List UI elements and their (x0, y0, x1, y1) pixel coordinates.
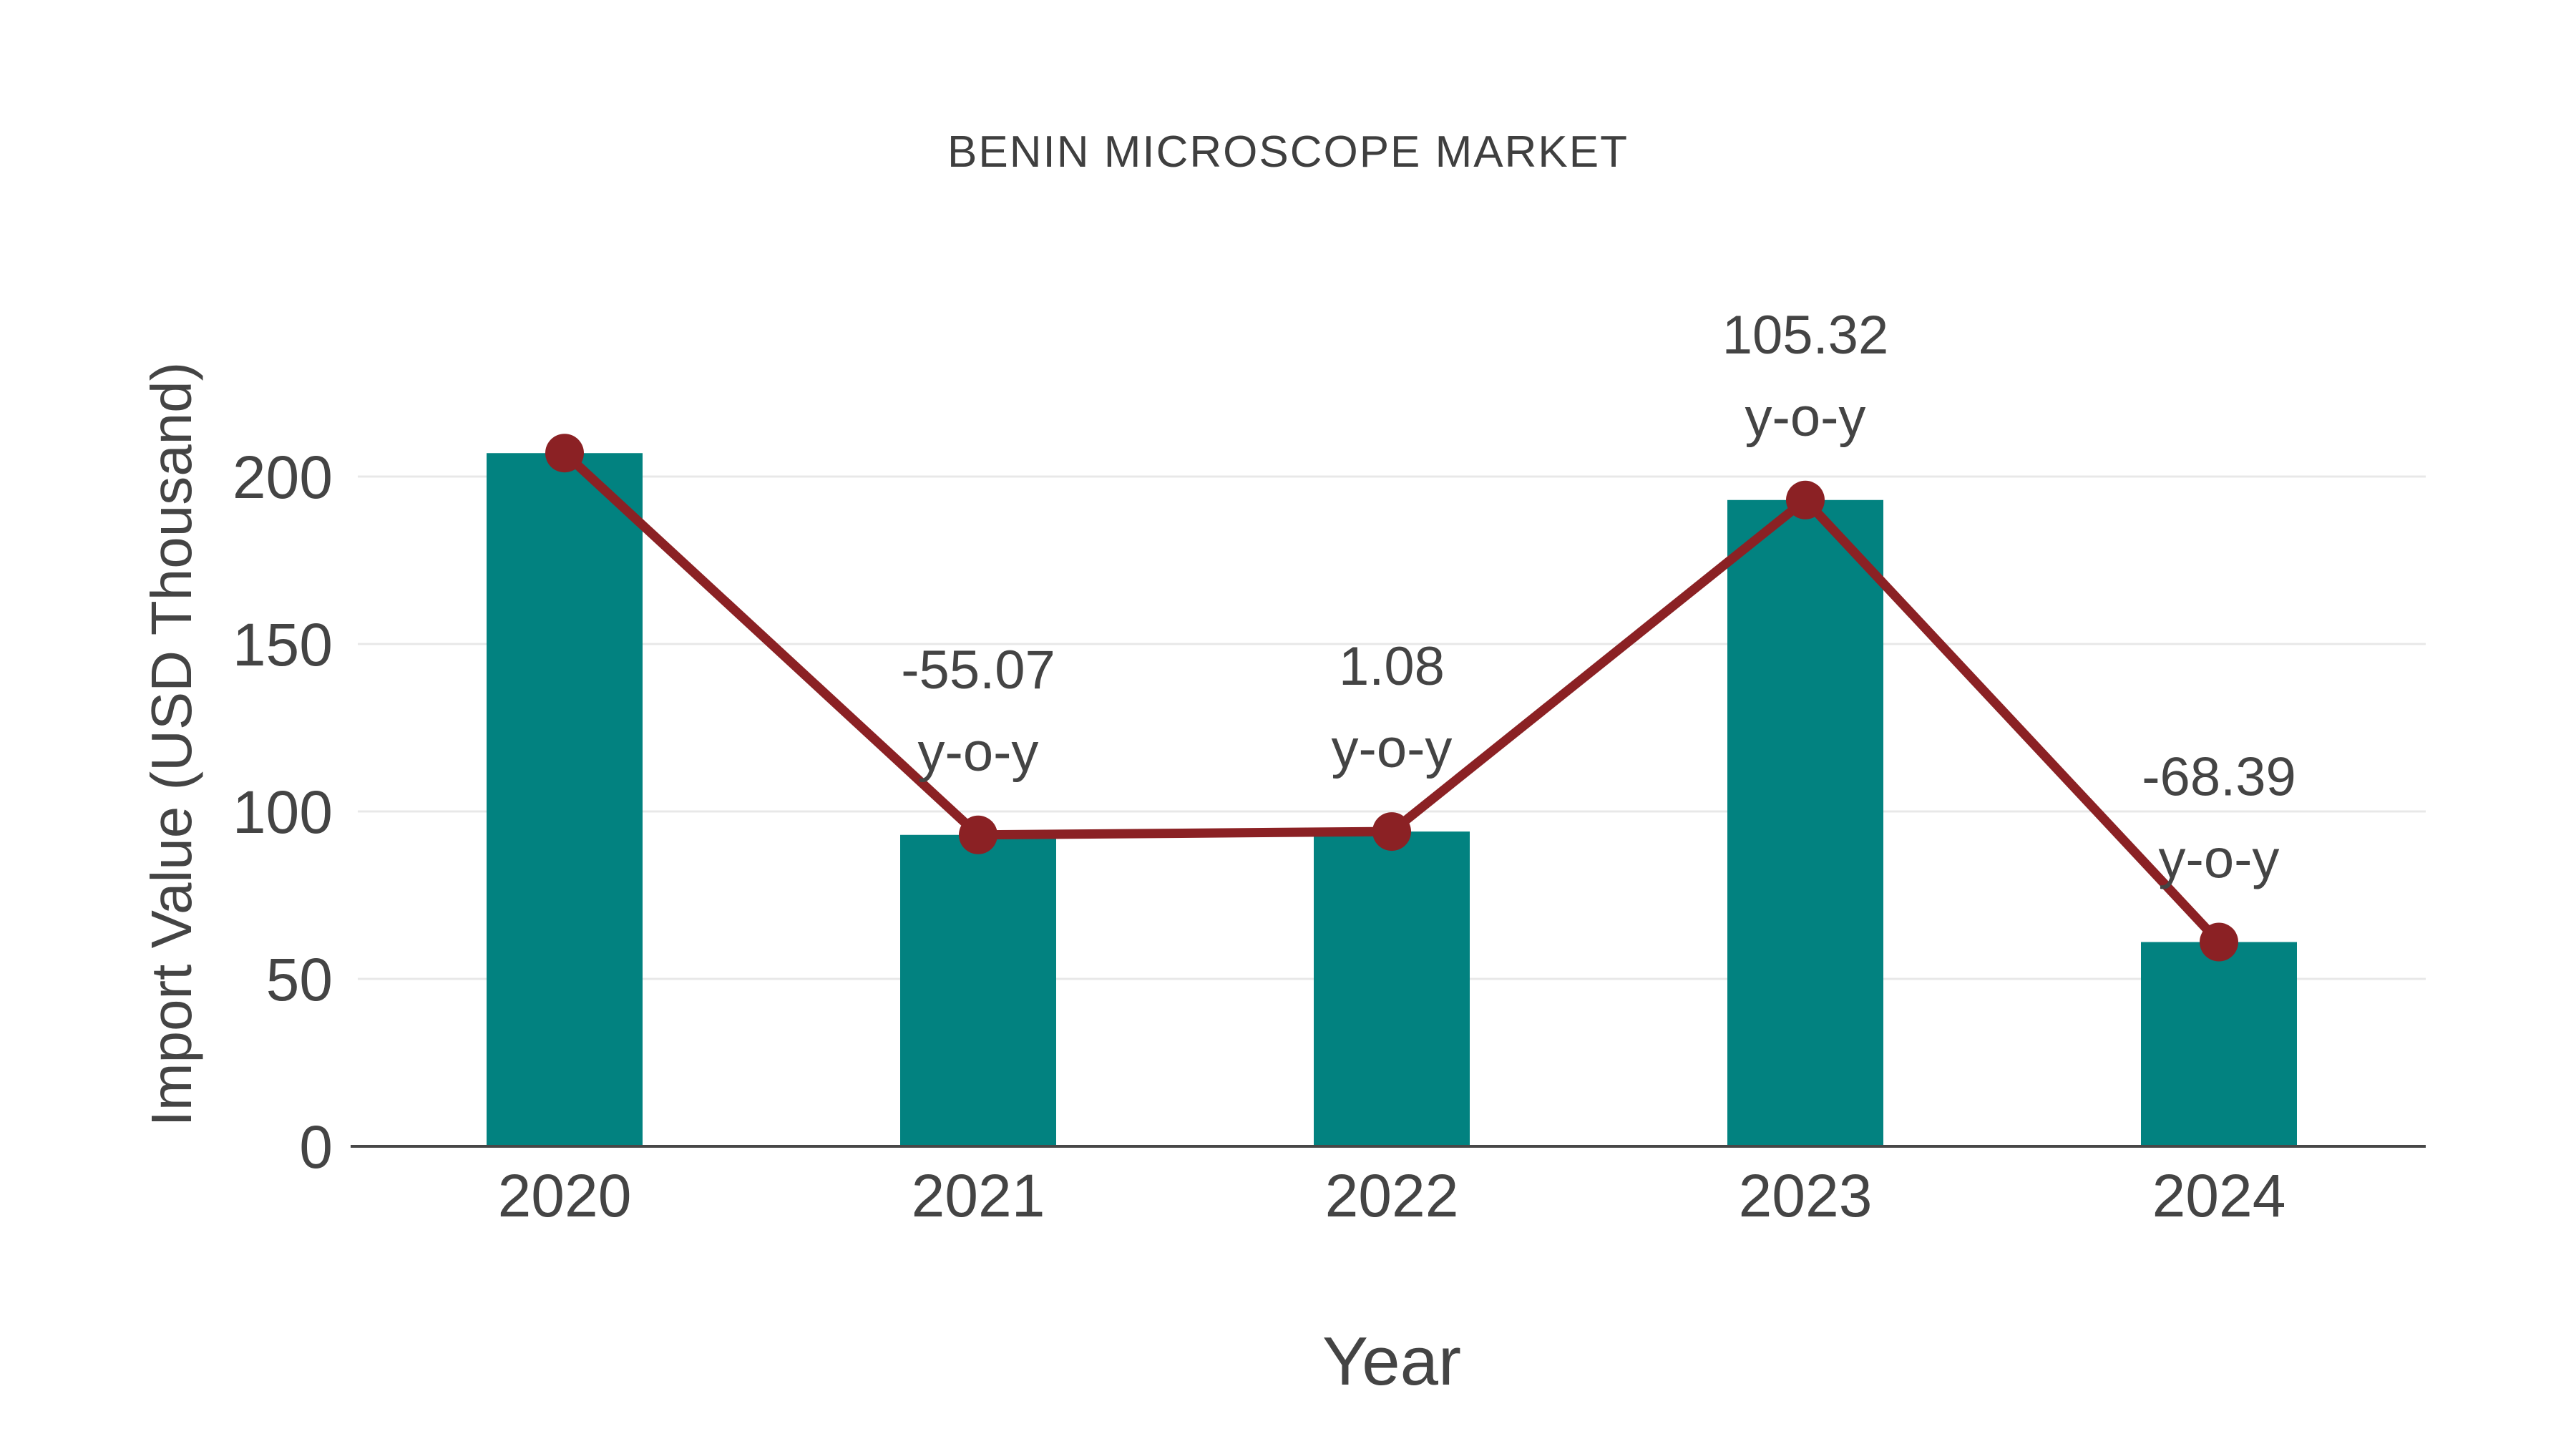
bar-2021 (900, 834, 1056, 1146)
annotation-value-2021: -55.07 (901, 640, 1055, 701)
bar-2022 (1314, 831, 1470, 1146)
annotation-suffix-2024: y-o-y (2159, 829, 2280, 890)
bar-2024 (2141, 942, 2297, 1146)
x-tick-label-2022: 2022 (1325, 1162, 1459, 1229)
marker-2023 (1786, 480, 1825, 519)
marker-2022 (1372, 812, 1411, 852)
marker-2020 (545, 434, 584, 473)
x-tick-label-2023: 2023 (1739, 1162, 1873, 1229)
x-tick-label-2024: 2024 (2152, 1162, 2286, 1229)
y-tick-label-150: 150 (233, 611, 333, 678)
x-axis-title: Year (1322, 1323, 1461, 1400)
annotation-value-2024: -68.39 (2142, 747, 2296, 808)
annotation-value-2022: 1.08 (1339, 636, 1445, 697)
y-tick-label-0: 0 (299, 1113, 333, 1181)
marker-2021 (959, 815, 997, 854)
bar-2020 (487, 453, 643, 1146)
annotation-suffix-2022: y-o-y (1332, 718, 1453, 779)
annotation-value-2023: 105.32 (1722, 305, 1888, 366)
annotation-suffix-2023: y-o-y (1745, 387, 1866, 448)
annotation-suffix-2021: y-o-y (918, 722, 1039, 783)
y-tick-label-200: 200 (233, 444, 333, 511)
x-tick-label-2020: 2020 (498, 1162, 632, 1229)
chart-title: BENIN MICROSCOPE MARKET (947, 127, 1629, 177)
y-tick-label-100: 100 (233, 779, 333, 846)
marker-2024 (2200, 922, 2238, 962)
y-tick-label-50: 50 (266, 946, 333, 1013)
x-tick-label-2021: 2021 (912, 1162, 1045, 1229)
bar-2023 (1727, 499, 1883, 1146)
